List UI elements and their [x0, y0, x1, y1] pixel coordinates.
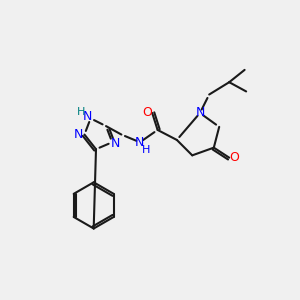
Text: N: N [195, 106, 205, 119]
Text: N: N [111, 137, 120, 150]
Text: N: N [83, 110, 92, 123]
Text: H: H [142, 145, 150, 155]
Text: N: N [135, 136, 145, 149]
Text: N: N [74, 128, 83, 141]
Text: H: H [77, 107, 86, 117]
Text: O: O [142, 106, 152, 119]
Text: O: O [230, 151, 239, 164]
